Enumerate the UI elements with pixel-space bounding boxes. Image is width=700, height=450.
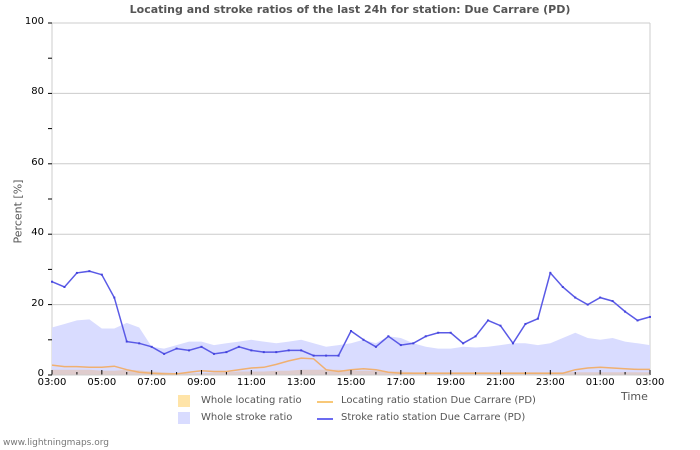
- data-point: [175, 347, 178, 350]
- data-point: [511, 342, 514, 345]
- data-point: [524, 322, 527, 325]
- data-point: [499, 324, 502, 327]
- legend-label-stroke-station: Stroke ratio station Due Carrare (PD): [341, 412, 526, 423]
- data-point: [262, 351, 265, 354]
- data-point: [487, 319, 490, 322]
- data-point: [474, 335, 477, 338]
- data-point: [412, 342, 415, 345]
- y-tick-label: 100: [24, 16, 44, 27]
- legend-label-locating-station: Locating ratio station Due Carrare (PD): [341, 395, 536, 406]
- x-tick-label: 03:00: [37, 377, 67, 388]
- data-point: [200, 345, 203, 348]
- y-tick-label: 80: [31, 86, 44, 98]
- data-point: [599, 296, 602, 299]
- x-axis-label: Time: [621, 390, 648, 403]
- data-point: [212, 352, 215, 355]
- x-tick-label: 01:00: [585, 377, 615, 388]
- y-tick-label: 40: [31, 227, 44, 239]
- legend-label-whole-locating: Whole locating ratio: [201, 395, 302, 406]
- data-point: [163, 352, 166, 355]
- x-tick-label: 07:00: [137, 377, 167, 388]
- x-tick-label: 05:00: [87, 377, 117, 388]
- plot-area: [48, 22, 651, 376]
- data-point: [536, 317, 539, 320]
- data-point: [624, 310, 627, 313]
- data-point: [374, 345, 377, 348]
- x-tick-label: 13:00: [286, 377, 316, 388]
- footer-link[interactable]: www.lightningmaps.org: [3, 438, 109, 448]
- legend-label-whole-stroke: Whole stroke ratio: [201, 412, 293, 423]
- legend-swatch-whole-locating: [178, 395, 190, 407]
- data-point: [100, 273, 103, 276]
- legend-line-stroke-station: [317, 418, 333, 420]
- data-point: [649, 315, 651, 318]
- data-point: [300, 349, 303, 352]
- data-point: [63, 286, 66, 288]
- x-tick-label: 09:00: [187, 377, 216, 388]
- x-tick-label: 21:00: [486, 377, 515, 388]
- data-point: [237, 345, 240, 348]
- x-tick-label: 17:00: [386, 377, 416, 388]
- legend-swatch-whole-stroke: [178, 412, 190, 424]
- data-point: [325, 354, 328, 357]
- data-point: [138, 342, 141, 345]
- x-tick-label: 11:00: [236, 377, 266, 388]
- data-point: [275, 351, 278, 354]
- chart-title: Locating and stroke ratios of the last 2…: [129, 3, 571, 16]
- data-point: [250, 349, 253, 352]
- data-point: [150, 345, 153, 348]
- data-point: [287, 349, 290, 352]
- data-point: [636, 319, 639, 322]
- legend-line-locating-station: [317, 401, 333, 403]
- data-point: [312, 354, 315, 357]
- data-point: [113, 296, 116, 299]
- x-tick-label: 19:00: [436, 377, 466, 388]
- y-tick-label: 0: [37, 368, 44, 379]
- data-point: [586, 303, 589, 306]
- data-point: [462, 342, 465, 345]
- data-point: [125, 340, 128, 343]
- data-point: [611, 300, 614, 303]
- data-point: [188, 349, 191, 352]
- y-tick-label: 60: [31, 156, 44, 168]
- y-tick-label: 20: [31, 297, 44, 309]
- data-point: [424, 335, 427, 338]
- data-point: [574, 296, 577, 299]
- data-point: [399, 344, 402, 347]
- data-point: [75, 271, 78, 274]
- data-point: [387, 335, 390, 338]
- data-point: [362, 338, 365, 341]
- data-point: [51, 280, 53, 283]
- data-point: [350, 330, 352, 332]
- data-point: [337, 354, 340, 357]
- data-point: [549, 271, 552, 274]
- data-point: [449, 331, 452, 334]
- data-point: [437, 331, 440, 334]
- data-point: [225, 351, 228, 354]
- area-whole-stroke-ratio: [52, 319, 650, 375]
- x-tick-label: 23:00: [535, 377, 565, 388]
- x-tick-label: 15:00: [336, 377, 366, 388]
- data-point: [88, 270, 91, 273]
- x-tick-label: 03:00: [635, 377, 665, 388]
- data-point: [561, 286, 564, 288]
